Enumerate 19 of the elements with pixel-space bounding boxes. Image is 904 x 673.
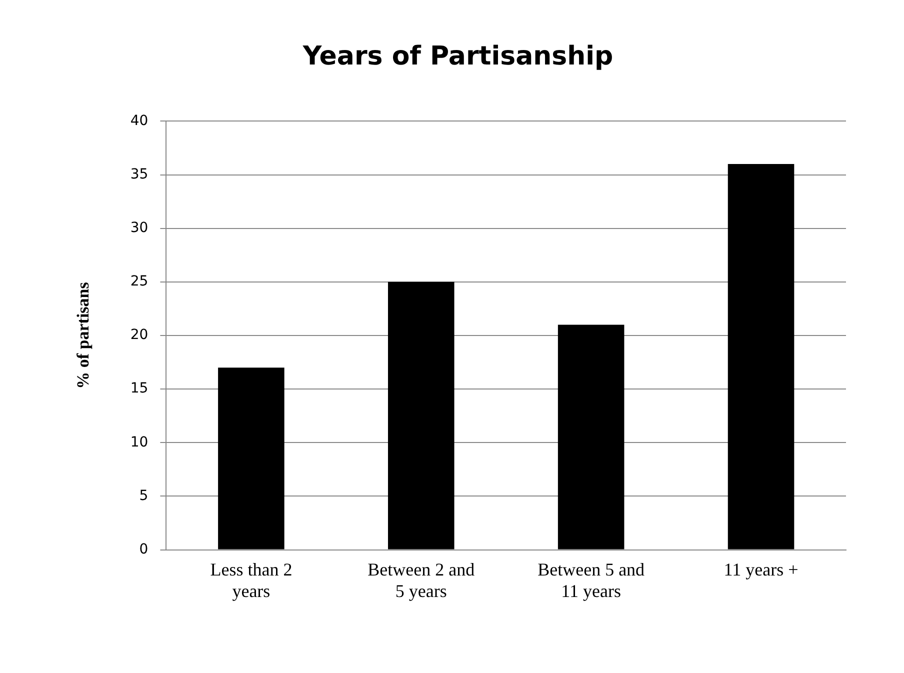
x-tick-label: Between 2 and 5 years — [368, 559, 475, 601]
y-tick-label: 15 — [130, 380, 148, 397]
bar — [388, 282, 454, 550]
y-tick-label: 0 — [139, 541, 148, 558]
bar — [218, 368, 284, 550]
y-tick-label: 5 — [139, 488, 148, 504]
x-tick-label: Less than 2 years — [210, 559, 292, 601]
chart-title: Years of Partisanship — [302, 41, 614, 72]
y-tick-label: 30 — [130, 220, 148, 236]
y-tick-label: 25 — [130, 274, 148, 290]
bar — [558, 324, 624, 550]
y-axis-title: % of partisans — [74, 282, 93, 389]
y-tick-label: 20 — [130, 327, 148, 344]
y-tick-label: 35 — [130, 166, 148, 182]
x-tick-label: Between 5 and 11 years — [538, 559, 645, 601]
y-tick-label: 40 — [130, 112, 148, 129]
bar — [728, 164, 794, 550]
y-tick-label: 10 — [130, 434, 148, 450]
x-tick-label: 11 years + — [724, 559, 798, 580]
